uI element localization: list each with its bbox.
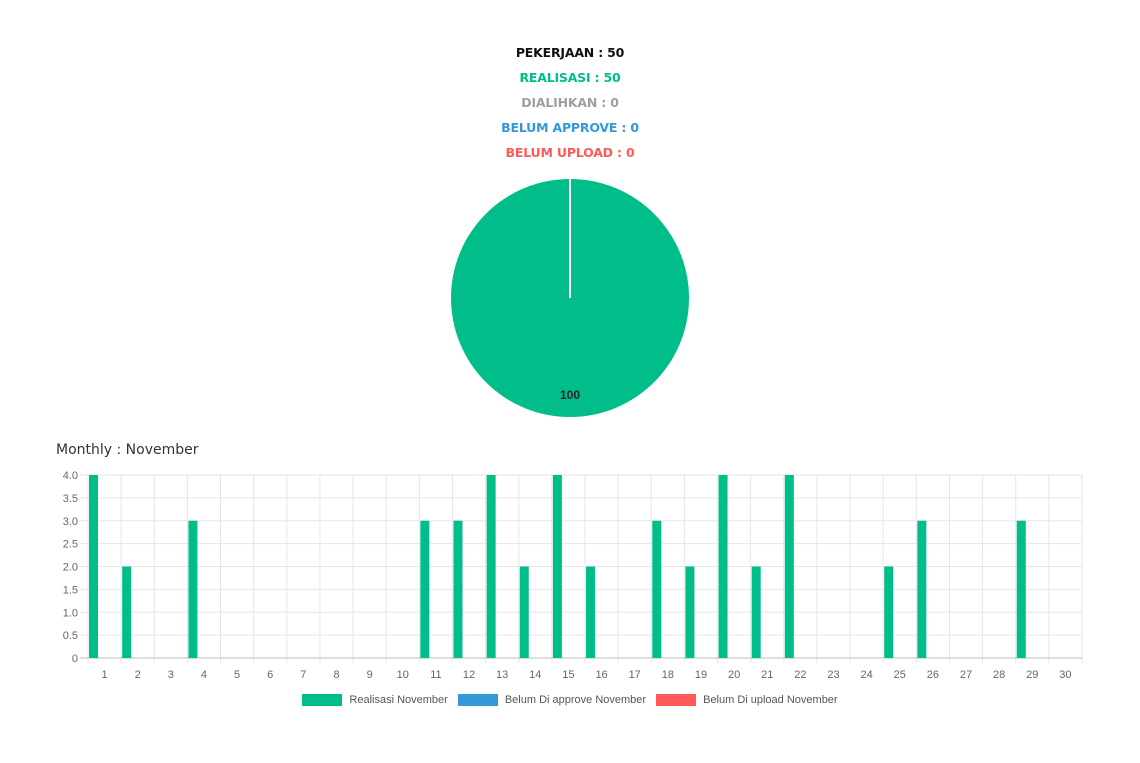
bar-realisasi-november-19 (685, 566, 695, 658)
bar-realisasi-november-12 (453, 520, 463, 658)
bar-realisasi-november-15 (552, 475, 562, 658)
x-tick-label: 10 (397, 669, 409, 681)
pie-data-label: 100 (560, 388, 580, 402)
legend-label: Belum Di upload November (703, 694, 838, 706)
x-tick-label: 11 (430, 669, 441, 681)
x-tick-label: 6 (267, 669, 273, 681)
legend-item-1[interactable]: Belum Di approve November (457, 694, 647, 706)
y-tick-label: 4.0 (63, 470, 78, 482)
bar-realisasi-november-26 (917, 520, 927, 658)
dialihkan-count: DIALIHKAN : 0 (521, 95, 619, 110)
y-tick-label: 0.5 (63, 630, 78, 642)
monthly-title: Monthly : November (56, 442, 199, 458)
y-tick-label: 2.0 (63, 562, 78, 574)
y-tick-label: 1.5 (63, 584, 78, 596)
x-tick-label: 2 (135, 669, 141, 681)
bar-realisasi-november-21 (751, 566, 761, 658)
y-tick-label: 2.5 (63, 539, 78, 551)
bar-realisasi-november-25 (884, 566, 894, 658)
bar-realisasi-november-2 (122, 566, 132, 658)
bar-chart: 00.51.01.52.02.53.03.54.01 2 3 4 5 6 7 8 9 10 11 12… (63, 470, 1083, 681)
x-tick-label: 20 (728, 669, 740, 681)
y-tick-label: 0 (72, 653, 78, 665)
x-tick-label: 9 (367, 669, 373, 681)
x-tick-label: 19 (695, 669, 707, 681)
pie-chart: 100 (451, 179, 689, 417)
pekerjaan-count: PEKERJAAN : 50 (515, 45, 625, 60)
y-tick-label: 3.0 (63, 516, 78, 528)
x-tick-label: 8 (333, 669, 339, 681)
x-tick-label: 13 (496, 669, 508, 681)
bar-legend: Realisasi November Belum Di approve Novem… (0, 694, 1140, 706)
realisasi-count: REALISASI : 50 (519, 70, 621, 85)
x-tick-label: 14 (529, 669, 541, 681)
legend-swatch (302, 694, 343, 706)
x-tick-label: 28 (993, 669, 1005, 681)
x-tick-label: 12 (463, 669, 475, 681)
bar-realisasi-november-20 (718, 475, 728, 658)
y-tick-label: 1.0 (63, 607, 78, 619)
legend-label: Belum Di approve November (504, 694, 647, 706)
legend-label: Realisasi November (349, 694, 448, 706)
legend-swatch (457, 694, 498, 706)
x-tick-label: 23 (827, 669, 839, 681)
bar-realisasi-november-13 (486, 475, 496, 658)
x-tick-label: 30 (1059, 669, 1071, 681)
bar-realisasi-november-4 (188, 520, 198, 658)
x-tick-label: 22 (794, 669, 806, 681)
x-tick-label: 16 (595, 669, 607, 681)
legend-swatch (656, 694, 697, 706)
x-tick-label: 7 (300, 669, 306, 681)
y-tick-label: 3.5 (63, 493, 78, 505)
legend-item-2[interactable]: Belum Di upload November (656, 694, 838, 706)
bar-realisasi-november-18 (652, 520, 662, 658)
bar-realisasi-november-29 (1016, 520, 1026, 658)
x-tick-label: 3 (168, 669, 174, 681)
x-tick-label: 26 (927, 669, 939, 681)
x-tick-label: 1 (102, 669, 108, 681)
x-tick-label: 4 (201, 669, 207, 681)
x-tick-label: 21 (761, 669, 773, 681)
x-tick-label: 27 (960, 669, 972, 681)
belum-upload-count: BELUM UPLOAD : 0 (505, 145, 635, 160)
bar-realisasi-november-14 (519, 566, 529, 658)
bar-realisasi-november-22 (784, 475, 794, 658)
x-tick-label: 17 (629, 669, 641, 681)
summary-panel: PEKERJAAN : 50 REALISASI : 50 DIALIHKAN … (0, 44, 1140, 169)
x-tick-label: 25 (894, 669, 906, 681)
x-tick-label: 5 (234, 669, 240, 681)
x-tick-label: 18 (662, 669, 674, 681)
x-tick-label: 24 (861, 669, 873, 681)
legend-item-0[interactable]: Realisasi November (302, 694, 448, 706)
bar-realisasi-november-1 (89, 475, 99, 658)
x-tick-label: 29 (1026, 669, 1038, 681)
belum-approve-count: BELUM APPROVE : 0 (501, 120, 639, 135)
bar-realisasi-november-16 (586, 566, 596, 658)
bar-realisasi-november-11 (420, 520, 430, 658)
x-tick-label: 15 (562, 669, 574, 681)
